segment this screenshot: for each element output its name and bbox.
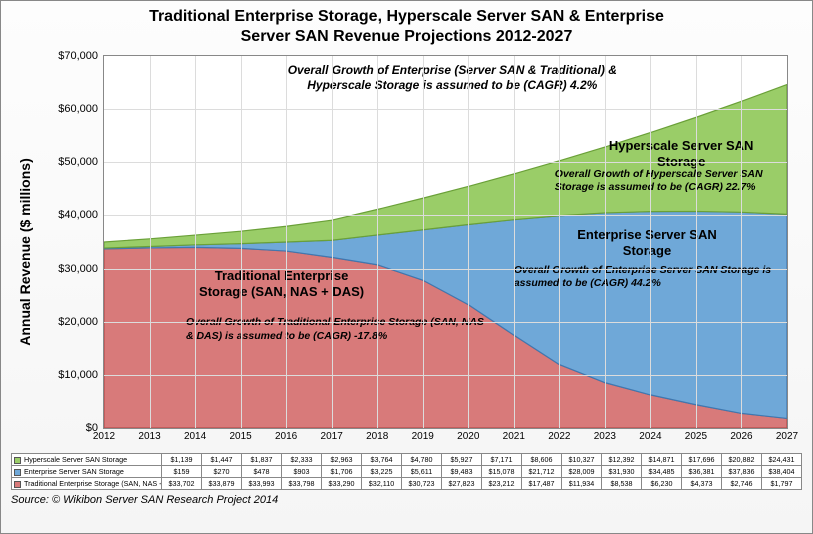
- legend-swatch: [14, 469, 21, 476]
- table-cell: $270: [202, 466, 242, 478]
- legend-swatch: [14, 481, 21, 488]
- x-tick-label: 2013: [138, 428, 160, 442]
- table-cell: $2,333: [282, 454, 322, 466]
- y-axis-label: Annual Revenue ($ millions): [17, 158, 33, 345]
- table-cell: $1,837: [242, 454, 282, 466]
- y-tick-label: $40,000: [58, 209, 104, 221]
- legend-label: Traditional Enterprise Storage (SAN, NAS…: [24, 479, 162, 488]
- table-cell: $3,225: [362, 466, 402, 478]
- table-cell: $17,696: [682, 454, 722, 466]
- annotation-traditional-growth: Overall Growth of Traditional Enterprise…: [186, 316, 487, 342]
- table-cell: $24,431: [762, 454, 802, 466]
- table-row: Traditional Enterprise Storage (SAN, NAS…: [12, 478, 802, 490]
- table-cell: $1,447: [202, 454, 242, 466]
- table-cell: $20,882: [722, 454, 762, 466]
- table-cell: $28,009: [562, 466, 602, 478]
- table-cell: $33,879: [202, 478, 242, 490]
- table-cell: $14,871: [642, 454, 682, 466]
- x-tick-label: 2021: [503, 428, 525, 442]
- legend-swatch: [14, 457, 21, 464]
- table-cell: $4,373: [682, 478, 722, 490]
- table-cell: $4,780: [402, 454, 442, 466]
- legend-label: Hyperscale Server SAN Storage: [24, 455, 127, 464]
- table-cell: $10,327: [562, 454, 602, 466]
- annotation-overall-growth: Overall Growth of Enterprise (Server SAN…: [254, 63, 650, 93]
- table-cell: $37,836: [722, 466, 762, 478]
- table-row: Hyperscale Server SAN Storage $1,139$1,44…: [12, 454, 802, 466]
- x-tick-label: 2027: [776, 428, 798, 442]
- x-tick-label: 2018: [366, 428, 388, 442]
- table-cell: $27,823: [442, 478, 482, 490]
- x-tick-label: 2023: [594, 428, 616, 442]
- data-table: Hyperscale Server SAN Storage $1,139$1,44…: [11, 453, 802, 490]
- y-tick-label: $70,000: [58, 50, 104, 62]
- y-tick-label: $60,000: [58, 103, 104, 115]
- table-cell: $6,230: [642, 478, 682, 490]
- chart-container: Traditional Enterprise Storage, Hypersca…: [0, 0, 813, 534]
- table-cell: $15,078: [482, 466, 522, 478]
- x-tick-label: 2017: [321, 428, 343, 442]
- x-tick-label: 2025: [685, 428, 707, 442]
- table-cell: $8,606: [522, 454, 562, 466]
- table-cell: $31,930: [602, 466, 642, 478]
- table-cell: $33,290: [322, 478, 362, 490]
- table-cell: $7,171: [482, 454, 522, 466]
- table-cell: $903: [282, 466, 322, 478]
- table-cell: $30,723: [402, 478, 442, 490]
- table-cell: $5,927: [442, 454, 482, 466]
- table-cell: $34,485: [642, 466, 682, 478]
- table-cell: $38,404: [762, 466, 802, 478]
- y-tick-label: $30,000: [58, 263, 104, 275]
- table-cell: $17,487: [522, 478, 562, 490]
- chart-title: Traditional Enterprise Storage, Hypersca…: [11, 7, 802, 47]
- table-cell: $33,798: [282, 478, 322, 490]
- table-cell: $11,934: [562, 478, 602, 490]
- table-cell: $1,706: [322, 466, 362, 478]
- x-tick-label: 2019: [412, 428, 434, 442]
- x-tick-label: 2016: [275, 428, 297, 442]
- table-cell: $21,712: [522, 466, 562, 478]
- source-citation: Source: © Wikibon Server SAN Research Pr…: [11, 494, 802, 506]
- annotation-enterprise-label: Enterprise Server SAN Storage: [562, 227, 733, 260]
- plot-region: Overall Growth of Enterprise (Server SAN…: [103, 55, 788, 429]
- x-tick-label: 2026: [730, 428, 752, 442]
- x-tick-label: 2020: [457, 428, 479, 442]
- x-tick-label: 2024: [639, 428, 661, 442]
- annotation-traditional-label: Traditional Enterprise Storage (SAN, NAS…: [186, 268, 377, 301]
- title-line-2: Server SAN Revenue Projections 2012-2027: [241, 28, 573, 45]
- title-line-1: Traditional Enterprise Storage, Hypersca…: [149, 8, 664, 25]
- table-cell: $36,381: [682, 466, 722, 478]
- table-cell: $12,392: [602, 454, 642, 466]
- table-cell: $3,764: [362, 454, 402, 466]
- x-tick-label: 2015: [229, 428, 251, 442]
- table-cell: $1,139: [162, 454, 202, 466]
- y-tick-label: $20,000: [58, 316, 104, 328]
- table-cell: $23,212: [482, 478, 522, 490]
- table-cell: $33,702: [162, 478, 202, 490]
- x-tick-label: 2014: [184, 428, 206, 442]
- x-tick-label: 2012: [93, 428, 115, 442]
- table-cell: $478: [242, 466, 282, 478]
- table-row: Enterprise Server SAN Storage $159$270$47…: [12, 466, 802, 478]
- table-cell: $8,538: [602, 478, 642, 490]
- y-tick-label: $10,000: [58, 369, 104, 381]
- y-tick-label: $50,000: [58, 156, 104, 168]
- table-cell: $159: [162, 466, 202, 478]
- legend-label: Enterprise Server SAN Storage: [24, 467, 124, 476]
- table-cell: $2,746: [722, 478, 762, 490]
- x-tick-label: 2022: [548, 428, 570, 442]
- chart-area: Annual Revenue ($ millions) Overall Grow…: [11, 51, 802, 453]
- table-cell: $2,963: [322, 454, 362, 466]
- table-cell: $5,611: [402, 466, 442, 478]
- table-cell: $33,993: [242, 478, 282, 490]
- table-cell: $9,483: [442, 466, 482, 478]
- table-cell: $32,110: [362, 478, 402, 490]
- table-cell: $1,797: [762, 478, 802, 490]
